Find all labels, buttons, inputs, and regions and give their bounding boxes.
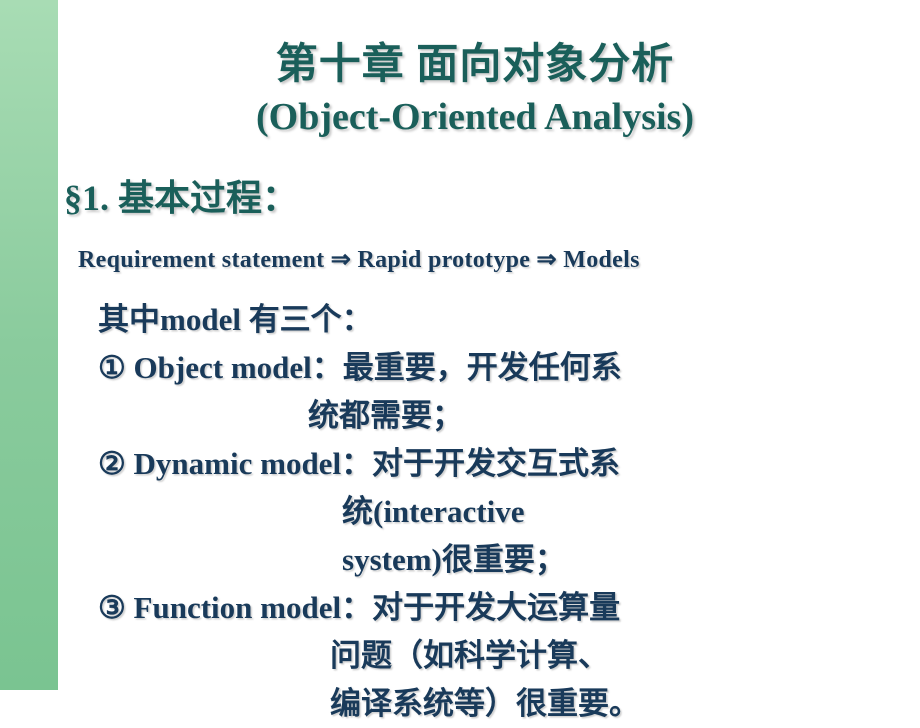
item-2-line2: 统(interactive — [98, 488, 920, 536]
intro-cn1: 其中 — [98, 302, 160, 337]
flow-step-3: Models — [557, 247, 640, 273]
arrow-icon: ⇒ — [331, 247, 351, 273]
item2-cn1: ：对于开发交互式系 — [341, 446, 620, 481]
item-2-line1: ② Dynamic model：对于开发交互式系 — [98, 440, 920, 488]
bullet-1: ① — [98, 350, 134, 385]
item-3-line1: ③ Function model：对于开发大运算量 — [98, 584, 920, 632]
flow-line: Requirement statement ⇒ Rapid prototype … — [78, 245, 920, 274]
item2-en2: (interactive — [373, 494, 524, 529]
item2-cn3: 很重要； — [442, 542, 566, 577]
item2-cn2a: 统 — [342, 494, 373, 529]
item-3-line2: 问题（如科学计算、 — [98, 632, 920, 680]
arrow-icon: ⇒ — [537, 247, 557, 273]
item-1-line2: 统都需要； — [98, 392, 920, 440]
item3-en: Function model — [134, 590, 342, 625]
intro-en: model — [160, 302, 249, 337]
item2-en3: system) — [342, 542, 442, 577]
body-text: 其中model 有三个： ① Object model：最重要，开发任何系 统都… — [98, 296, 920, 728]
bullet-3: ③ — [98, 590, 134, 625]
item1-cn1: ：最重要，开发任何系 — [312, 350, 622, 385]
item-3-line3: 编译系统等）很重要。 — [98, 680, 920, 728]
chapter-title-en: (Object-Oriented Analysis) — [60, 95, 920, 139]
section-heading: §1. 基本过程： — [64, 169, 920, 221]
item-2-line3: system)很重要； — [98, 536, 920, 584]
flow-step-2: Rapid prototype — [351, 247, 536, 273]
item3-cn1: ：对于开发大运算量 — [341, 590, 620, 625]
slide-content: 第十章 面向对象分析 (Object-Oriented Analysis) §1… — [0, 0, 920, 728]
intro-line: 其中model 有三个： — [98, 296, 920, 344]
item1-en: Object model — [134, 350, 312, 385]
intro-cn2: 有三个： — [249, 302, 373, 337]
item-1-line1: ① Object model：最重要，开发任何系 — [98, 344, 920, 392]
item2-en: Dynamic model — [134, 446, 342, 481]
flow-step-1: Requirement statement — [78, 247, 331, 273]
bullet-2: ② — [98, 446, 134, 481]
chapter-title-cn: 第十章 面向对象分析 — [60, 30, 920, 91]
